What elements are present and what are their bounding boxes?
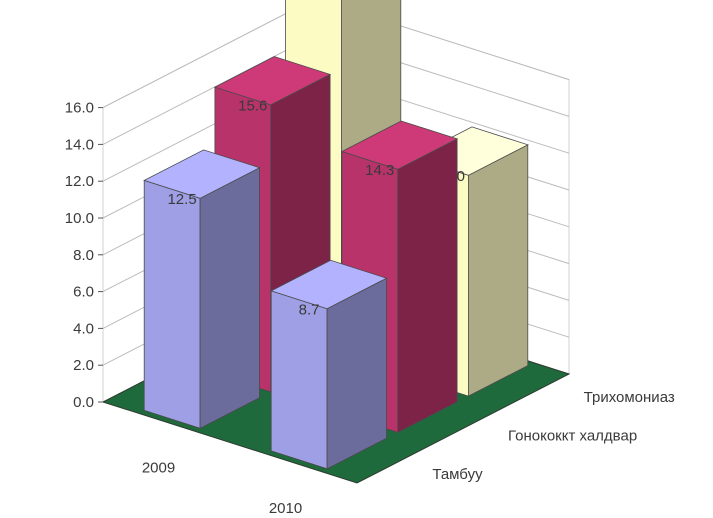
category-labels: 2009 2010 (142, 459, 302, 517)
data-label: 8.7 (299, 301, 320, 318)
y-tick-label: 16.0 (65, 100, 94, 117)
y-tick-label: 0.0 (73, 394, 94, 411)
y-tick-label: 10.0 (65, 210, 94, 227)
bar-front-face (143, 179, 201, 429)
bar-side-face (467, 144, 529, 397)
bar-top-face (143, 149, 261, 199)
data-label: 14.3 (365, 162, 394, 179)
bars: 19.712.015.614.312.58.7 (143, 0, 529, 470)
series-label: Гонококкт халдвар (508, 428, 637, 445)
bar (143, 149, 261, 429)
y-tick-label: 14.0 (65, 136, 94, 153)
data-label: 15.6 (238, 98, 267, 115)
y-tick-label: 8.0 (73, 247, 94, 264)
category-label: 2010 (269, 500, 302, 517)
bar (270, 259, 388, 470)
data-label: 12.5 (167, 191, 196, 208)
gridline (102, 0, 570, 109)
y-tick-label: 2.0 (73, 357, 94, 374)
y-axis-ticks: 0.0 2.0 4.0 6.0 8.0 10.0 12.0 14.0 16.0 (65, 100, 103, 411)
bar-top-face (270, 259, 388, 310)
y-tick-label: 12.0 (65, 173, 94, 190)
series-label: Тамбуу (432, 466, 483, 483)
category-label: 2009 (142, 459, 175, 476)
bar-side-face (397, 138, 458, 434)
bar-top-face (213, 56, 332, 106)
bar-top-face (340, 120, 459, 170)
data-label: 19.7 (309, 0, 338, 3)
series-labels: Тамбуу Гонококкт халдвар Трихомониаз (432, 389, 675, 483)
y-tick-label: 6.0 (73, 284, 94, 301)
series-label: Трихомониаз (584, 389, 675, 406)
bar-side-face (326, 277, 387, 470)
bar-side-face (199, 167, 260, 429)
y-tick-label: 4.0 (73, 320, 94, 337)
